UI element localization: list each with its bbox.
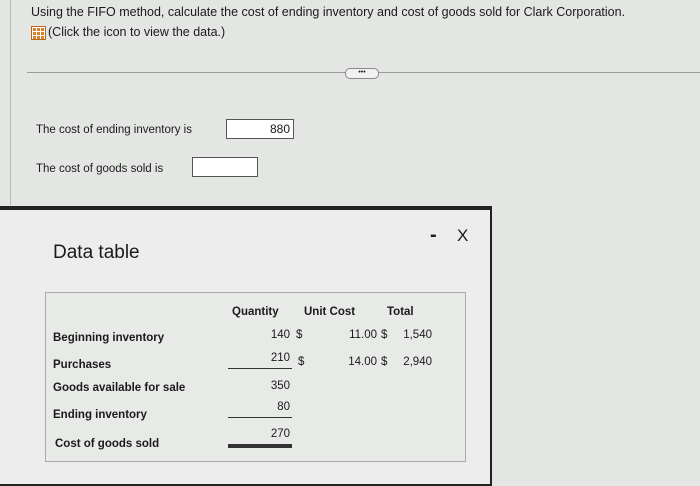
quantity-cell: 350 (270, 380, 290, 392)
row-label: Cost of goods sold (55, 438, 160, 450)
modal-title: Data table (53, 242, 140, 263)
left-border (10, 0, 11, 205)
total-cell: 2,940 (403, 356, 432, 368)
row-label: Beginning inventory (53, 332, 165, 344)
icon-hint: (Click the icon to view the data.) (48, 25, 226, 39)
more-button[interactable]: ••• (345, 68, 379, 79)
underline (228, 417, 292, 418)
header-unit-cost: Unit Cost (304, 306, 356, 318)
quantity-cell: 140 (270, 329, 290, 341)
currency: $ (298, 356, 305, 368)
unit-cost-cell: 11.00 (349, 329, 377, 341)
cogs-label: The cost of goods sold is (36, 163, 164, 175)
header-quantity: Quantity (232, 306, 279, 318)
total-cell: 1,540 (403, 329, 432, 341)
table-grid-icon[interactable] (31, 26, 46, 40)
cogs-input[interactable] (192, 157, 258, 177)
header-total: Total (387, 306, 414, 318)
ending-inventory-input[interactable]: 880 (226, 119, 294, 139)
ending-inventory-label: The cost of ending inventory is (36, 124, 192, 136)
underline (228, 368, 292, 369)
currency: $ (381, 329, 388, 341)
close-button[interactable]: X (457, 226, 469, 245)
row-label: Ending inventory (53, 409, 147, 421)
minimize-button[interactable]: - (430, 224, 437, 246)
currency: $ (381, 356, 388, 368)
unit-cost-cell: 14.00 (348, 356, 377, 368)
quantity-cell: 270 (270, 428, 290, 440)
row-label: Goods available for sale (53, 382, 186, 394)
quantity-cell: 80 (277, 401, 290, 413)
quantity-cell: 210 (270, 352, 290, 364)
data-table (45, 292, 466, 462)
currency: $ (296, 329, 303, 341)
question-text: Using the FIFO method, calculate the cos… (31, 5, 626, 19)
double-underline (228, 444, 292, 448)
row-label: Purchases (53, 359, 112, 371)
